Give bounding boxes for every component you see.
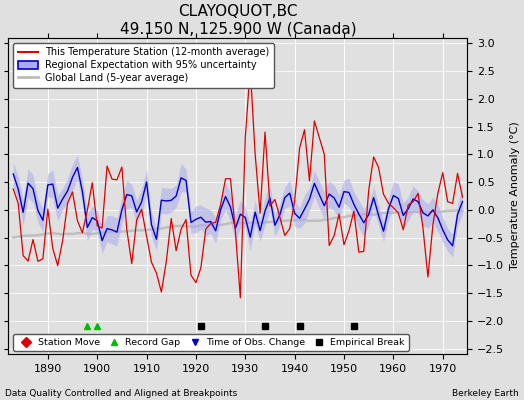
- Title: CLAYOQUOT,BC
49.150 N, 125.900 W (Canada): CLAYOQUOT,BC 49.150 N, 125.900 W (Canada…: [119, 4, 356, 36]
- Text: Berkeley Earth: Berkeley Earth: [452, 389, 519, 398]
- Text: Data Quality Controlled and Aligned at Breakpoints: Data Quality Controlled and Aligned at B…: [5, 389, 237, 398]
- Legend: Station Move, Record Gap, Time of Obs. Change, Empirical Break: Station Move, Record Gap, Time of Obs. C…: [13, 334, 409, 351]
- Y-axis label: Temperature Anomaly (°C): Temperature Anomaly (°C): [510, 122, 520, 270]
